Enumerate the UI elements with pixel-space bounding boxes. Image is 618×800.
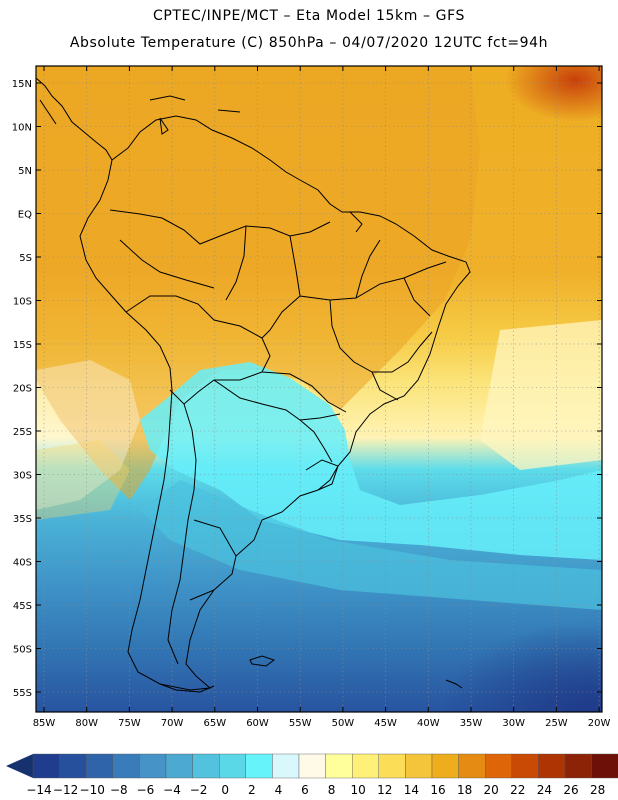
colorbar-label: −10 (80, 783, 105, 797)
axis-ticks (36, 66, 602, 712)
colorbar-swatch (112, 753, 140, 779)
lat-label: 10N (12, 123, 32, 134)
colorbar-label: 24 (537, 783, 552, 797)
lon-label: 80W (75, 718, 98, 729)
lon-label: 25W (545, 718, 568, 729)
lat-label: 50S (13, 645, 32, 656)
lon-label: 85W (33, 718, 56, 729)
colorbar-label: 28 (590, 783, 605, 797)
colorbar-swatch (32, 753, 60, 779)
lat-lon-grid (36, 66, 602, 712)
colorbar-label: −4 (163, 783, 181, 797)
lat-label: 45S (13, 601, 32, 612)
lon-label: 30W (502, 718, 525, 729)
lon-label: 75W (118, 718, 141, 729)
latitude-labels: 15N 10N 5N EQ 5S 10S 15S 20S 25S 30S 35S 40S 45S 50S 5… (12, 79, 32, 699)
colorbar-swatch (59, 753, 87, 779)
lat-label: 35S (13, 514, 32, 525)
colorbar-label: 14 (404, 783, 419, 797)
colorbar-swatches (32, 753, 618, 779)
colorbar-label: −6 (137, 783, 155, 797)
temperature-field (36, 66, 602, 712)
longitude-labels: 85W 80W 75W 70W 65W 60W 55W 50W 45W 40W 35W 30W 25W 2… (33, 718, 611, 729)
lat-label: EQ (18, 210, 32, 221)
lat-label: 15S (13, 340, 32, 351)
lon-label: 65W (203, 718, 226, 729)
colorbar-swatch (272, 753, 300, 779)
lat-label: 40S (13, 558, 32, 569)
colorbar-label: 10 (351, 783, 366, 797)
lat-label: 20S (13, 384, 32, 395)
colorbar-label: 18 (457, 783, 472, 797)
colorbar-label: 4 (275, 783, 283, 797)
lon-label: 35W (460, 718, 483, 729)
colorbar-swatch (538, 753, 566, 779)
plot-frame (35, 65, 603, 713)
colorbar-labels: −14 −12 −10 −8 −6 −4 −2 0 2 4 6 8 10 12 14 16 18 20 22 24 26… (26, 783, 605, 797)
colorbar-label: −8 (110, 783, 128, 797)
colorbar-label: 8 (328, 783, 336, 797)
temperature-colorbar: −14 −12 −10 −8 −6 −4 −2 0 2 4 6 8 10 12 14 16 18 20 22 24 26… (6, 753, 618, 797)
colorbar-swatch (405, 753, 433, 779)
lat-label: 5N (18, 166, 32, 177)
lon-label: 55W (289, 718, 312, 729)
colorbar-label: 12 (377, 783, 392, 797)
colorbar-label: −14 (26, 783, 51, 797)
lon-label: 40W (417, 718, 440, 729)
colorbar-swatch (139, 753, 167, 779)
lat-label: 5S (19, 253, 32, 264)
temperature-map: 15N 10N 5N EQ 5S 10S 15S 20S 25S 30S 35S 40S 45S 50S 5… (12, 65, 611, 729)
colorbar-label: 20 (484, 783, 499, 797)
colorbar-label: −2 (190, 783, 208, 797)
map-title-line-1: CPTEC/INPE/MCT – Eta Model 15km – GFS (152, 8, 466, 24)
map-title-line-2: Absolute Temperature (C) 850hPa – 04/07/… (69, 35, 549, 51)
lat-label: 15N (12, 79, 32, 90)
lat-label: 25S (13, 427, 32, 438)
colorbar-swatch (378, 753, 406, 779)
colorbar-swatch (591, 753, 618, 779)
lon-label: 70W (161, 718, 184, 729)
colorbar-swatch (325, 753, 353, 779)
colorbar-label: 16 (430, 783, 445, 797)
coastline-and-borders (36, 77, 471, 693)
colorbar-swatch (85, 753, 113, 779)
colorbar-swatch (458, 753, 486, 779)
colorbar-label: 0 (221, 783, 229, 797)
colorbar-swatch (218, 753, 246, 779)
colorbar-swatch (298, 753, 326, 779)
lon-label: 60W (246, 718, 269, 729)
colorbar-swatch (511, 753, 539, 779)
colorbar-label: 22 (510, 783, 525, 797)
colorbar-swatch (192, 753, 220, 779)
lat-label: 30S (13, 471, 32, 482)
colorbar-label: −12 (53, 783, 78, 797)
colorbar-swatch (564, 753, 592, 779)
colorbar-swatch (485, 753, 513, 779)
colorbar-swatch (431, 753, 459, 779)
lon-label: 50W (332, 718, 355, 729)
lon-label: 20W (588, 718, 611, 729)
colorbar-swatch (352, 753, 380, 779)
colorbar-swatch (165, 753, 193, 779)
colorbar-label: 6 (301, 783, 309, 797)
colorbar-label: 26 (563, 783, 578, 797)
colorbar-under-arrow (6, 754, 33, 778)
lat-label: 55S (13, 688, 32, 699)
colorbar-swatch (245, 753, 273, 779)
lat-label: 10S (13, 297, 32, 308)
lon-label: 45W (374, 718, 397, 729)
colorbar-label: 2 (248, 783, 256, 797)
